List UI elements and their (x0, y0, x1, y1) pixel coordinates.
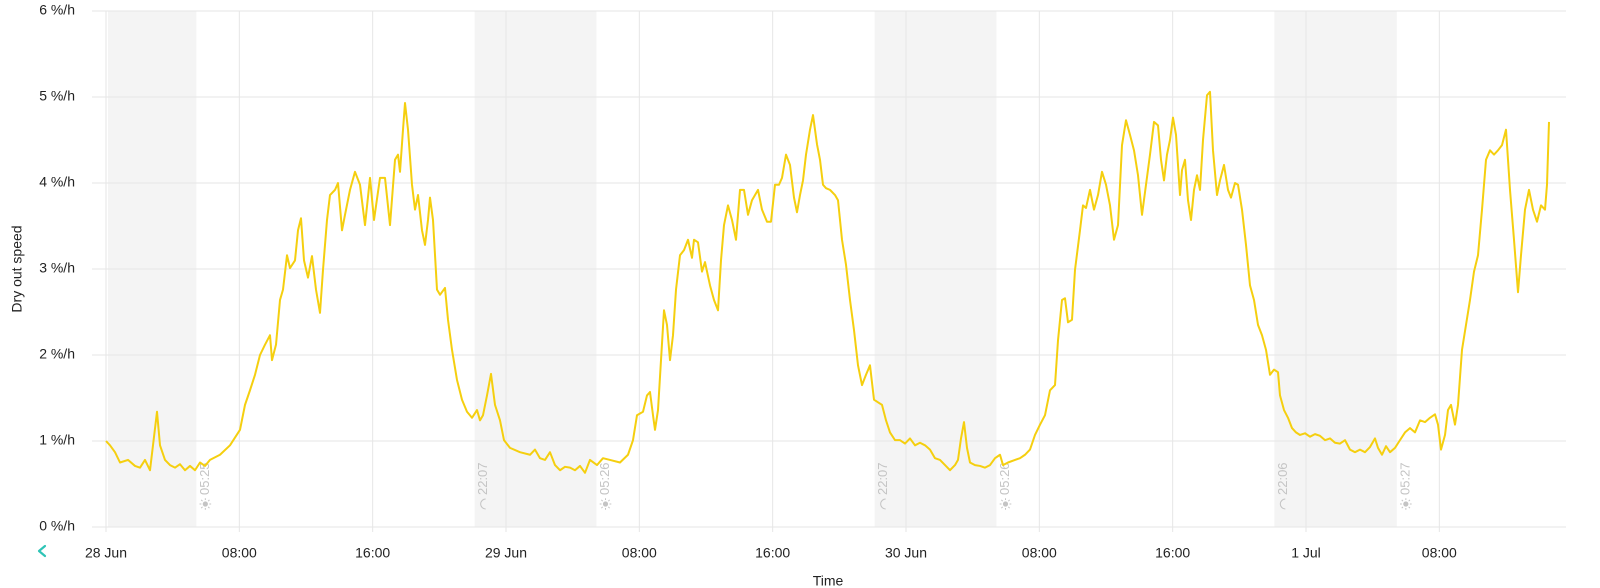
sun-ray (1408, 499, 1411, 502)
y-tick-label: 4 %/h (39, 174, 75, 190)
sun-icon (602, 501, 609, 507)
y-tick-label: 1 %/h (39, 432, 75, 448)
sun-ray (1007, 499, 1010, 502)
x-tick-label: 29 Jun (485, 545, 527, 561)
sun-ray (1001, 499, 1004, 502)
night-time-label: 22:07 (875, 462, 890, 495)
night-time-label: 22:06 (1275, 462, 1290, 495)
night-time-label: 05:25 (197, 462, 212, 495)
sun-ray (1401, 506, 1404, 509)
x-tick-label: 16:00 (355, 545, 390, 561)
y-tick-label: 6 %/h (39, 2, 75, 18)
y-tick-label: 2 %/h (39, 346, 75, 362)
sun-ray (601, 506, 604, 509)
sun-ray (607, 506, 610, 509)
sun-icon (202, 501, 208, 507)
sun-ray (200, 506, 203, 509)
y-axis-title: Dry out speed (9, 225, 25, 312)
sun-icon (1002, 501, 1009, 507)
sun-ray (1001, 506, 1004, 509)
data-line (105, 90, 1550, 474)
sun-ray (607, 499, 610, 502)
sun-ray (1007, 506, 1010, 509)
night-time-label: 05:26 (997, 462, 1012, 495)
x-tick-label: 08:00 (222, 545, 257, 561)
sun-icon (1403, 501, 1409, 507)
sun-ray (601, 499, 604, 502)
x-tick-label: 28 Jun (85, 545, 127, 561)
night-time-label: 05:27 (1397, 462, 1412, 495)
x-tick-label: 1 Jul (1291, 545, 1321, 561)
sun-ray (200, 499, 203, 502)
night-time-label: 05:26 (597, 462, 612, 495)
y-tick-label: 3 %/h (39, 260, 75, 276)
x-tick-label: 30 Jun (885, 545, 927, 561)
x-tick-label: 08:00 (1422, 545, 1457, 561)
x-tick-label: 16:00 (755, 545, 790, 561)
sun-ray (207, 499, 210, 502)
x-tick-label: 16:00 (1155, 545, 1190, 561)
x-tick-label: 08:00 (622, 545, 657, 561)
y-tick-label: 0 %/h (39, 518, 75, 534)
x-tick-label: 08:00 (1022, 545, 1057, 561)
moon-icon (1279, 498, 1286, 510)
sun-ray (207, 506, 210, 509)
night-time-label: 22:07 (475, 462, 490, 495)
scroll-left-button[interactable] (37, 544, 47, 558)
sun-ray (1401, 499, 1404, 502)
y-tick-label: 5 %/h (39, 88, 75, 104)
night-icons (199, 498, 1412, 510)
sun-ray (1408, 506, 1411, 509)
x-axis-title: Time (813, 573, 844, 588)
